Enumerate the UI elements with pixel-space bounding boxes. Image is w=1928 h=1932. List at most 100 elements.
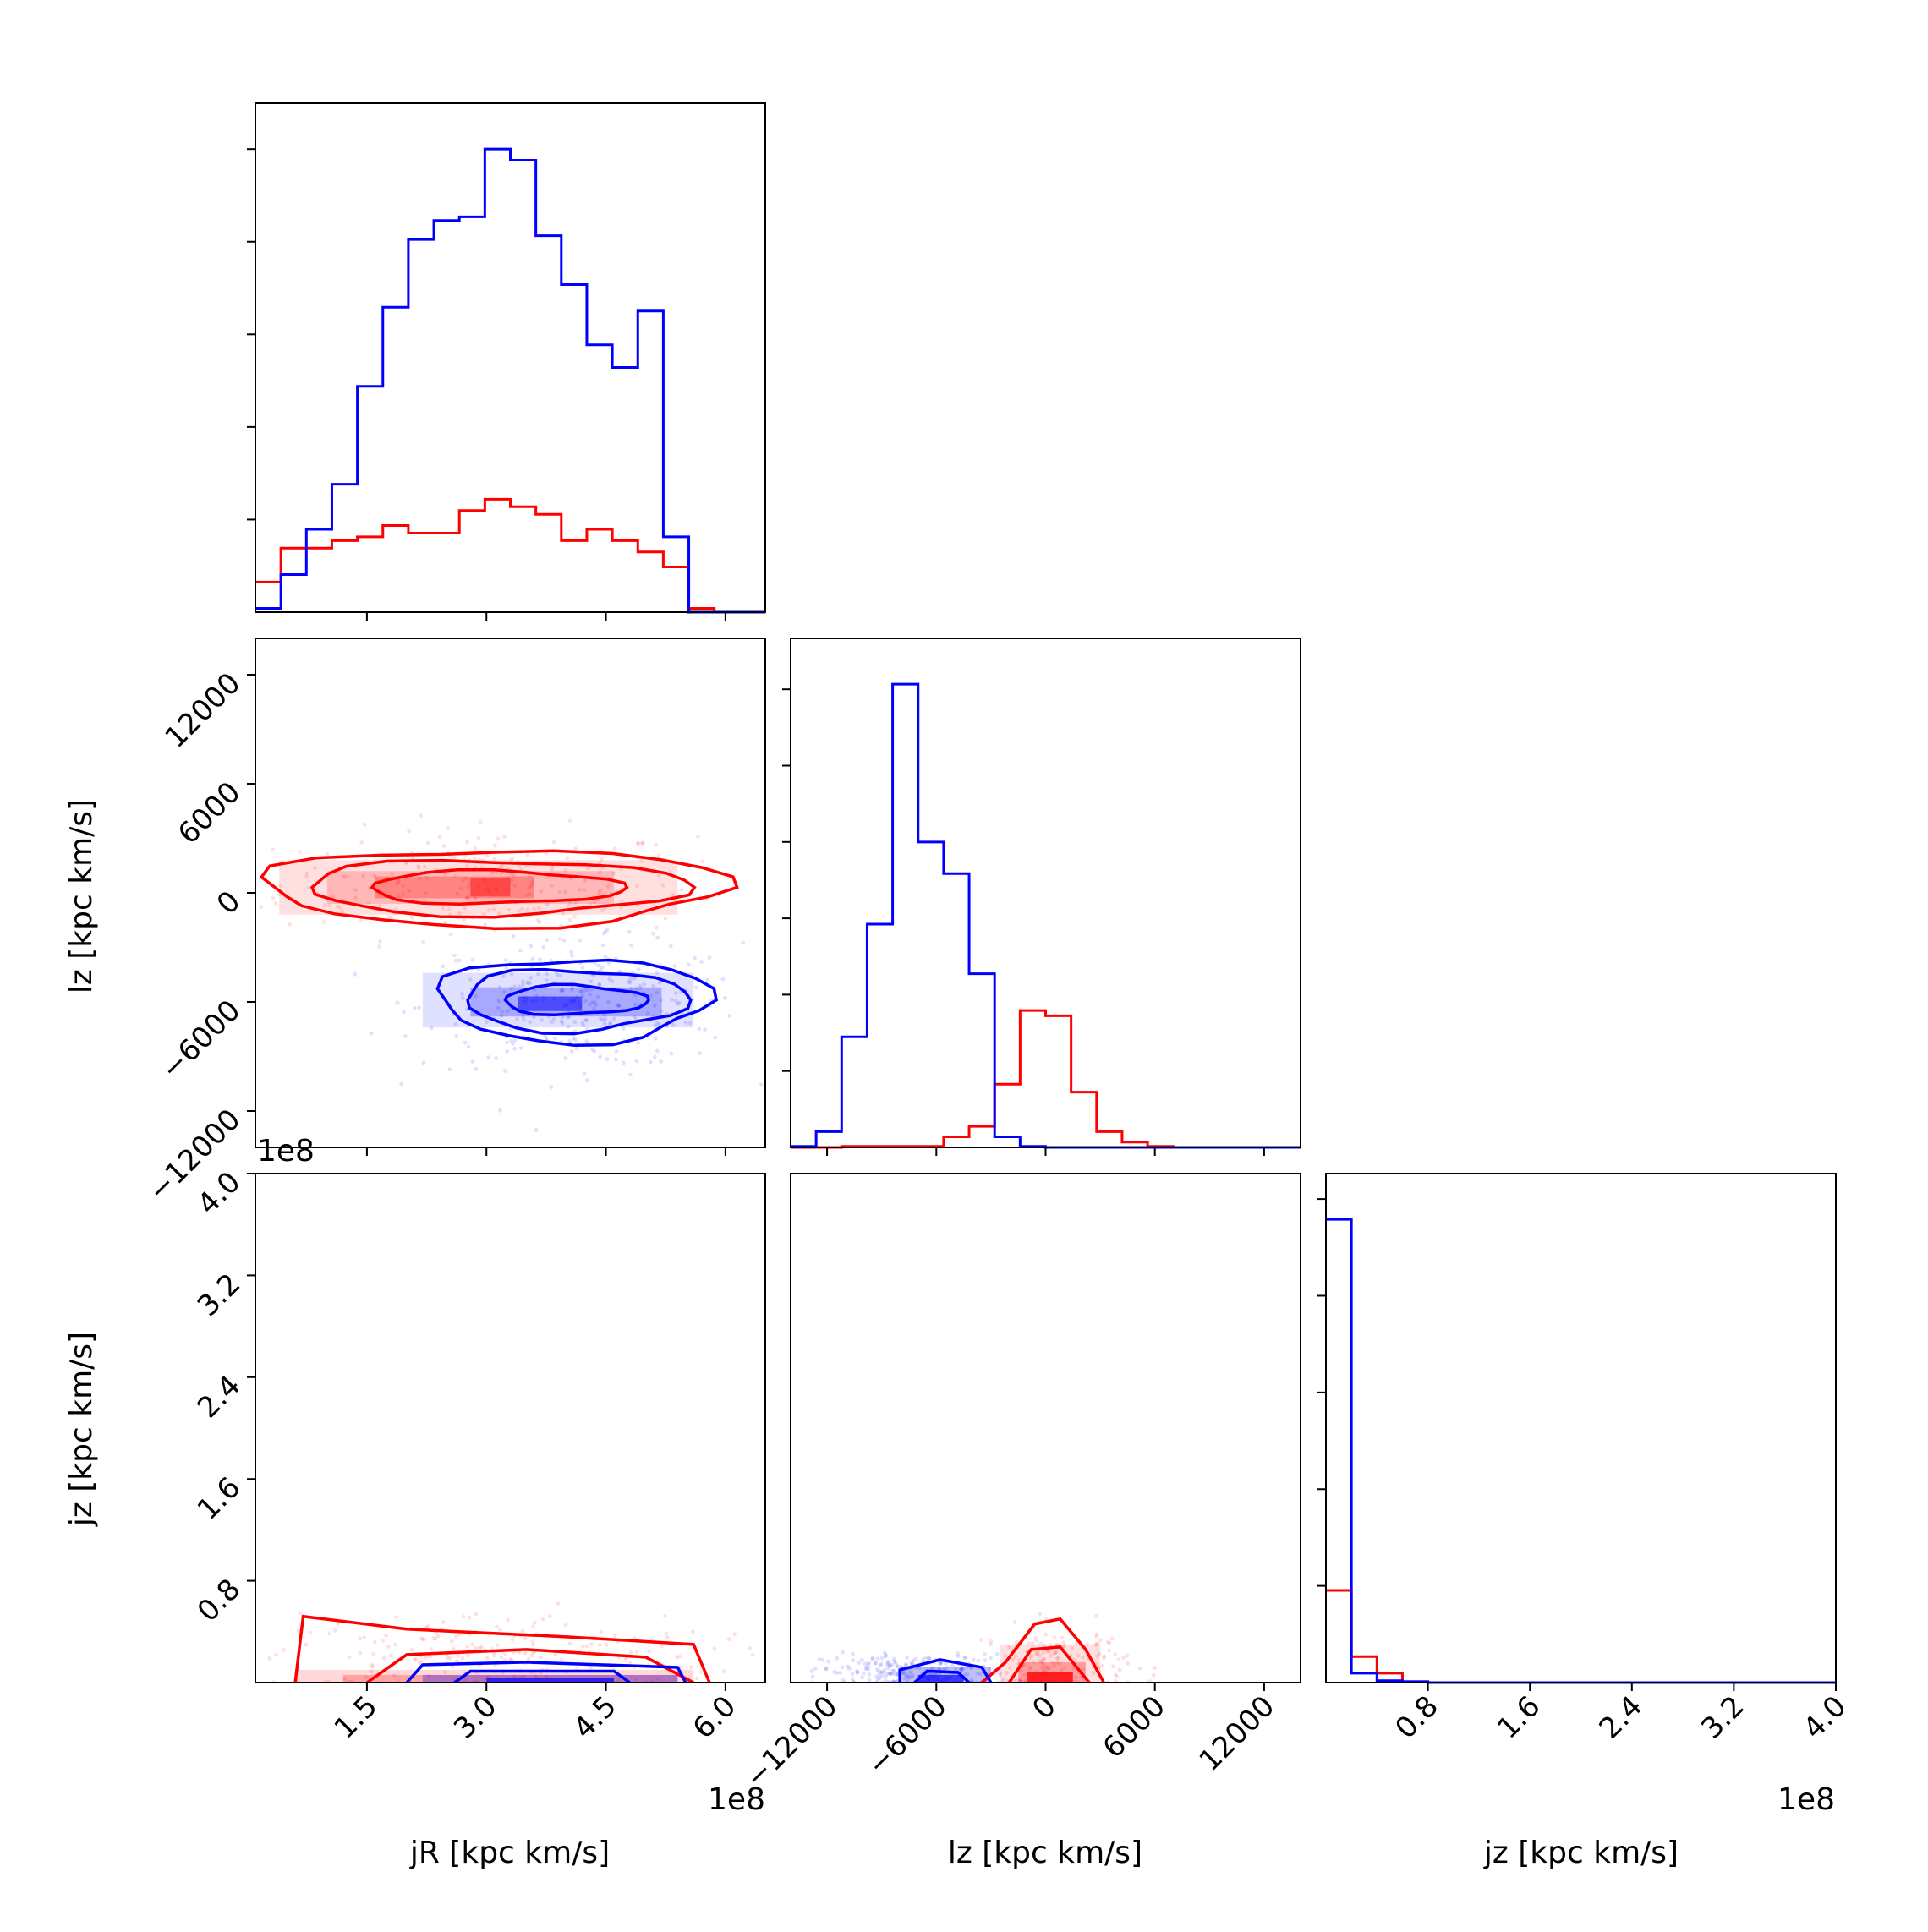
scatter-lz-jz-blue-point — [888, 1663, 893, 1667]
scatter-jR-lz-red-point — [490, 870, 495, 875]
scatter-lz-jz-blue-point — [826, 1659, 830, 1664]
scatter-lz-jz-blue-point — [850, 1677, 855, 1681]
scatter-lz-jz-blue-point — [809, 1669, 814, 1673]
scatter-jR-jz-red-point — [584, 1644, 589, 1649]
scatter-jR-jz-red-point — [623, 1657, 628, 1662]
scatter-lz-jz-red-point — [1047, 1649, 1052, 1654]
scatter-jR-jz-red-point — [358, 1636, 362, 1641]
scatter-lz-jz-blue-point — [956, 1651, 961, 1656]
scatter-lz-jz-red-point — [1115, 1674, 1120, 1679]
hist-lz-blue — [791, 682, 1301, 1149]
scatter-lz-jz-blue-point — [887, 1671, 892, 1676]
scatter-jR-lz-red-point — [696, 834, 700, 839]
scatter-jR-jz-red-point — [530, 1639, 535, 1644]
scatter-jR-lz-red-point — [419, 813, 424, 818]
scatter-lz-jz-blue-point — [895, 1663, 900, 1668]
scatter-lz-jz-blue-point — [846, 1664, 851, 1669]
scatter-lz-jz-red-point — [1054, 1650, 1059, 1655]
scatter-jR-lz-red-point — [766, 936, 770, 940]
scatter-lz-jz-blue-point — [911, 1658, 916, 1663]
scatter-jR-lz-blue-point — [627, 979, 631, 984]
scatter-jR-lz-red-point — [536, 906, 541, 911]
scatter-lz-jz-red-point — [1102, 1654, 1107, 1659]
scatter-lz-jz-blue-point — [862, 1671, 866, 1676]
scatter-jR-lz-red-point — [304, 874, 309, 879]
scatter-jR-lz-blue-point — [584, 1038, 589, 1043]
scatter-jR-jz-red-point — [508, 1657, 512, 1662]
scatter-jR-lz-red-point — [498, 864, 503, 869]
scatter-lz-jz-blue-point — [775, 1667, 779, 1671]
scatter-jR-jz-red-point — [533, 1620, 537, 1625]
scatter-lz-jz-red-point — [1081, 1655, 1085, 1660]
scatter-jR-jz-red-point — [244, 1669, 248, 1673]
scatter-jR-lz-red-point — [486, 908, 491, 912]
lz-ytick-label: −6000 — [155, 993, 248, 1086]
hist-jR-red — [255, 497, 765, 614]
scatter-jR-lz-blue-point — [636, 967, 641, 971]
scatter-jR-lz-blue-point — [553, 1036, 557, 1041]
scatter-lz-jz-red-point — [1105, 1639, 1110, 1645]
scatter-lz-jz-red-point — [1032, 1660, 1036, 1664]
scatter-jR-lz-blue-point — [470, 1059, 475, 1064]
scatter-jR-jz-red-point — [531, 1643, 535, 1647]
scatter-jR-lz-red-point — [437, 835, 442, 840]
scatter-jR-lz-blue-point — [614, 1057, 618, 1062]
scatter-lz-jz-blue-point — [938, 1661, 943, 1666]
scatter-jR-lz-blue-point — [569, 950, 574, 955]
scatter-lz-jz-blue-point — [958, 1667, 963, 1672]
scatter-lz-jz-red-point — [1125, 1653, 1130, 1658]
scatter-jR-lz-blue-point — [633, 976, 637, 981]
scatter-jR-lz-blue-point — [605, 928, 610, 933]
scatter-jR-lz-blue-point — [600, 1017, 605, 1022]
scatter-jR-lz-blue-point — [531, 1015, 536, 1020]
panel-jR-lz — [124, 813, 770, 1132]
scatter-jR-lz-blue-point — [633, 987, 638, 991]
scatter-lz-jz-blue-point — [890, 1662, 895, 1667]
scatter-jR-jz-red-point — [677, 1654, 682, 1659]
scatter-jR-lz-blue-point — [353, 971, 358, 977]
scatter-jR-lz-blue-point — [529, 976, 533, 980]
scatter-jR-lz-blue-point — [496, 1005, 501, 1010]
scatter-jR-jz-red-point — [445, 1656, 449, 1660]
scatter-jR-jz-red-point — [419, 1636, 424, 1641]
scatter-jR-lz-red-point — [635, 840, 640, 846]
scatter-jR-lz-blue-point — [412, 1005, 417, 1010]
scatter-lz-jz-blue-point — [901, 1670, 906, 1675]
scatter-jR-jz-red-point — [748, 1646, 753, 1650]
scatter-lz-jz-blue-point — [956, 1654, 961, 1659]
scatter-jR-lz-red-point — [463, 876, 468, 880]
scatter-lz-jz-red-point — [998, 1672, 1002, 1678]
scatter-jR-lz-blue-point — [648, 1059, 653, 1065]
scatter-lz-jz-blue-point — [971, 1657, 976, 1662]
scatter-lz-jz-blue-point — [863, 1661, 868, 1667]
scatter-jR-lz-red-point — [598, 888, 603, 893]
scatter-lz-jz-blue-point — [855, 1670, 860, 1675]
scatter-jR-lz-red-point — [457, 911, 462, 916]
scatter-jR-lz-blue-point — [592, 1000, 597, 1005]
scatter-jR-lz-red-point — [464, 896, 469, 901]
scatter-jR-jz-red-point — [556, 1601, 561, 1606]
jR-tick-label: 1.5 — [328, 1689, 385, 1746]
scatter-jR-lz-red-point — [273, 900, 278, 906]
scatter-jR-lz-blue-point — [494, 1056, 499, 1061]
scatter-jR-lz-blue-point — [655, 970, 660, 975]
scatter-jR-jz-red-point — [419, 1655, 423, 1659]
scatter-jR-lz-blue-point — [669, 997, 674, 1002]
scatter-lz-jz-blue-point — [891, 1668, 896, 1673]
panel-frame-jR-jz — [255, 1173, 766, 1683]
scatter-jR-lz-red-point — [124, 851, 129, 855]
jR-lz-blue-contour-1 — [466, 967, 693, 1036]
scatter-jR-lz-red-point — [473, 846, 478, 851]
scatter-jR-lz-blue-point — [503, 958, 508, 962]
scatter-jR-lz-blue-point — [563, 1056, 568, 1060]
scatter-jR-lz-blue-point — [569, 988, 574, 992]
scatter-jR-jz-red-point — [722, 1669, 727, 1674]
scatter-jR-jz-red-point — [409, 1647, 414, 1652]
scatter-jR-lz-blue-point — [453, 1022, 458, 1026]
scatter-lz-jz-blue-point — [998, 1671, 1002, 1675]
hist-jz-red — [1326, 1589, 1836, 1684]
scatter-lz-jz-blue-point — [910, 1661, 915, 1666]
scatter-jR-jz-red-point — [580, 1644, 585, 1649]
scatter-jR-lz-blue-point — [628, 986, 633, 991]
